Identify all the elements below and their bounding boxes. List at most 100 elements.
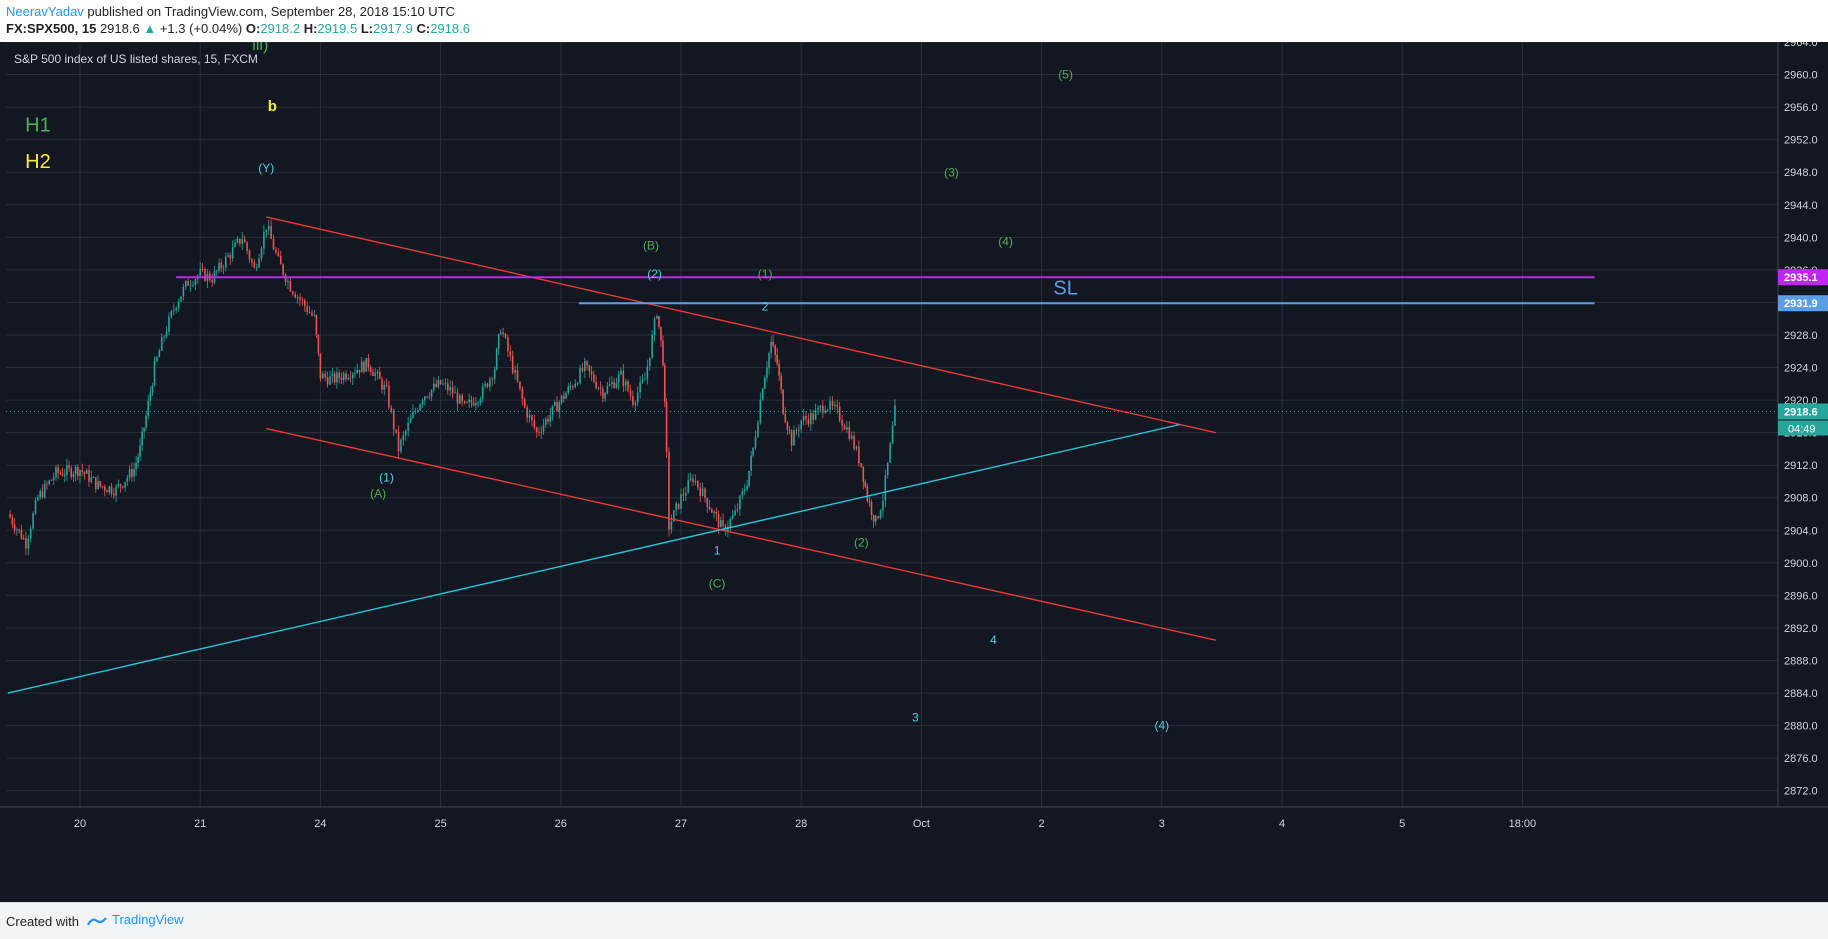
candle-body: [243, 239, 246, 243]
candle-body: [782, 389, 784, 414]
candle-body: [392, 410, 395, 430]
candle-body: [135, 463, 137, 470]
candle-body: [553, 402, 556, 406]
candle-body: [504, 333, 507, 338]
candle-body: [234, 242, 236, 248]
candle-body: [397, 431, 400, 452]
candle-body: [604, 393, 606, 399]
x-tick-label: 24: [314, 818, 326, 830]
wave-label: (2): [854, 536, 869, 550]
candle-body: [110, 486, 113, 494]
candle-body: [151, 385, 154, 393]
candle-body: [372, 371, 374, 376]
candle-body: [220, 262, 223, 268]
candle-body: [774, 345, 776, 355]
candle-body: [750, 455, 752, 471]
candle-body: [489, 378, 491, 388]
author-link[interactable]: NeeravYadav: [6, 4, 84, 19]
candle-body: [682, 494, 685, 496]
candle-body: [61, 473, 64, 476]
candle-body: [491, 378, 494, 380]
candle-body: [66, 465, 68, 475]
candle-body: [572, 386, 574, 388]
candle-body: [333, 373, 336, 383]
candle-body: [586, 361, 588, 366]
candle-body: [263, 231, 265, 249]
candle-body: [694, 480, 697, 482]
candle-body: [685, 492, 687, 496]
candle-body: [43, 483, 46, 498]
candle-body: [617, 374, 620, 383]
candle-body: [662, 340, 664, 366]
price-level-label: 2931.9: [1784, 298, 1818, 310]
candle-body: [675, 503, 677, 511]
candle-body: [819, 405, 822, 408]
candle-body: [481, 386, 484, 399]
candle-body: [560, 395, 563, 403]
candle-body: [72, 474, 75, 477]
candle-body: [306, 306, 308, 313]
candle-body: [646, 366, 649, 380]
candle-body: [519, 381, 521, 389]
candle-body: [800, 420, 802, 430]
y-tick-label: 2912.0: [1784, 460, 1818, 472]
candle-body: [634, 402, 637, 405]
candle-body: [303, 300, 306, 307]
candle-body: [841, 420, 843, 426]
wave-label: 1: [714, 544, 721, 558]
candle-body: [381, 379, 383, 390]
candle-body: [439, 379, 442, 385]
candle-body: [677, 503, 680, 509]
candle-body: [656, 316, 658, 319]
candle-body: [475, 402, 477, 406]
candle-body: [459, 395, 461, 404]
candle-body: [556, 402, 558, 412]
candle-body: [182, 287, 185, 297]
x-tick-label: 3: [1159, 818, 1165, 830]
candle-body: [817, 407, 819, 411]
candle-body: [160, 337, 163, 351]
candle-body: [879, 510, 882, 519]
candle-body: [358, 369, 361, 373]
y-tick-label: 2872.0: [1784, 786, 1818, 798]
candle-body: [412, 411, 414, 419]
wave-label: H2: [25, 151, 51, 173]
last-price: 2918.6: [99, 21, 140, 36]
candle-body: [523, 399, 526, 408]
candle-body: [611, 382, 613, 384]
y-tick-label: 2876.0: [1784, 753, 1818, 765]
y-tick-label: 2944.0: [1784, 200, 1818, 212]
candle-body: [59, 473, 62, 474]
candle-body: [106, 490, 108, 493]
y-tick-label: 2948.0: [1784, 167, 1818, 179]
candle-body: [46, 483, 48, 485]
candle-body: [163, 336, 165, 338]
tradingview-link[interactable]: TradingView: [86, 912, 184, 927]
candle-body: [547, 418, 549, 422]
x-tick-label: 4: [1279, 818, 1285, 830]
candle-body: [199, 268, 201, 276]
candle-body: [766, 367, 768, 378]
candle-body: [584, 361, 586, 372]
y-tick-label: 2928.0: [1784, 330, 1818, 342]
candle-body: [558, 402, 561, 412]
candle-body: [175, 307, 177, 311]
candle-body: [25, 538, 27, 549]
candle-body: [531, 415, 533, 421]
candle-body: [624, 381, 627, 386]
candle-body: [301, 299, 304, 301]
candle-body: [253, 262, 256, 268]
trendline-line: [7, 423, 1180, 694]
y-tick-label: 2908.0: [1784, 493, 1818, 505]
candle-body: [294, 294, 296, 298]
candle-body: [115, 486, 117, 496]
x-tick-label: 5: [1399, 818, 1405, 830]
candle-body: [229, 255, 232, 259]
price-chart[interactable]: iii) b H1 H2 (Y) (B) (2) (1) 2 SL (1) (A) 1 (C) (2) (5)…: [0, 42, 1828, 902]
candle-body: [770, 341, 772, 354]
candle-body: [708, 506, 711, 510]
candle-body: [497, 334, 500, 350]
candle-body: [246, 242, 248, 251]
symbol-line: FX:SPX500, 15 2918.6 ▲ +1.3 (+0.04%) O:2…: [6, 21, 470, 36]
candle-body: [588, 365, 591, 372]
